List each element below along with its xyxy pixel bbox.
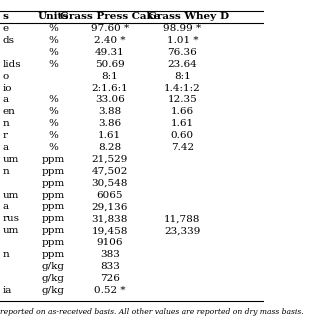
Text: um: um [3,226,19,235]
Text: rus: rus [3,214,20,223]
Text: 7.42: 7.42 [171,143,194,152]
Text: %: % [48,48,58,57]
Text: r: r [3,131,8,140]
Text: 8:1: 8:1 [101,72,118,81]
Text: g/kg: g/kg [41,286,64,295]
Text: io: io [3,84,12,92]
Text: ppm: ppm [41,190,65,199]
Text: Units: Units [37,12,68,21]
Text: 8.28: 8.28 [98,143,121,152]
Text: n: n [3,250,9,259]
Text: 98.99 *: 98.99 * [163,24,202,33]
Text: 0.52 *: 0.52 * [94,286,125,295]
Text: 50.69: 50.69 [95,60,124,69]
Text: 1.01 *: 1.01 * [167,36,198,45]
Text: a: a [3,203,9,212]
Text: 12.35: 12.35 [168,95,197,104]
Text: %: % [48,36,58,45]
Text: ppm: ppm [41,203,65,212]
Text: reported on as-received basis. All other values are reported on dry mass basis.: reported on as-received basis. All other… [0,308,304,316]
Text: um: um [3,155,19,164]
Text: %: % [48,143,58,152]
Text: 2.40 *: 2.40 * [94,36,125,45]
Text: 19,458: 19,458 [92,226,128,235]
Text: n: n [3,119,9,128]
Text: lids: lids [3,60,21,69]
Text: a: a [3,95,9,104]
Text: 1.61: 1.61 [171,119,194,128]
Text: %: % [48,60,58,69]
Text: 383: 383 [100,250,120,259]
Text: 8:1: 8:1 [174,72,191,81]
Text: Grass Whey: Grass Whey [148,12,217,21]
Text: 1.66: 1.66 [171,107,194,116]
Text: 21,529: 21,529 [92,155,128,164]
Text: %: % [48,119,58,128]
Text: ds: ds [3,36,15,45]
Text: ppm: ppm [41,155,65,164]
Text: %: % [48,131,58,140]
Text: ppm: ppm [41,226,65,235]
Text: um: um [3,190,19,199]
Text: 11,788: 11,788 [164,214,201,223]
Text: ppm: ppm [41,179,65,188]
Text: %: % [48,107,58,116]
Text: D: D [220,12,228,21]
Text: 33.06: 33.06 [95,95,124,104]
Text: Grass Press Cake: Grass Press Cake [60,12,160,21]
Text: 3.86: 3.86 [98,119,121,128]
Text: a: a [3,143,9,152]
Text: 726: 726 [100,274,120,283]
Text: 1.61: 1.61 [98,131,121,140]
Text: 833: 833 [100,262,120,271]
Text: en: en [3,107,15,116]
Text: 76.36: 76.36 [168,48,197,57]
Text: ppm: ppm [41,250,65,259]
Text: ppm: ppm [41,214,65,223]
Text: ppm: ppm [41,238,65,247]
Text: g/kg: g/kg [41,262,64,271]
Text: 29,136: 29,136 [92,203,128,212]
Text: 1.4:1:2: 1.4:1:2 [164,84,201,92]
Text: ppm: ppm [41,167,65,176]
Text: 6065: 6065 [96,190,123,199]
Text: 47,502: 47,502 [92,167,128,176]
Text: 23,339: 23,339 [164,226,201,235]
Text: 9106: 9106 [96,238,123,247]
Text: %: % [48,24,58,33]
Text: 49.31: 49.31 [95,48,124,57]
Text: g/kg: g/kg [41,274,64,283]
Text: %: % [48,95,58,104]
Text: n: n [3,167,9,176]
Text: o: o [3,72,9,81]
Text: e: e [3,24,9,33]
Text: 97.60 *: 97.60 * [91,24,129,33]
Text: 31,838: 31,838 [92,214,128,223]
Text: 2:1.6:1: 2:1.6:1 [91,84,128,92]
Text: s: s [3,12,9,21]
Text: 23.64: 23.64 [168,60,197,69]
Text: ia: ia [3,286,12,295]
Text: 0.60: 0.60 [171,131,194,140]
Text: 3.88: 3.88 [98,107,121,116]
Text: 30,548: 30,548 [92,179,128,188]
